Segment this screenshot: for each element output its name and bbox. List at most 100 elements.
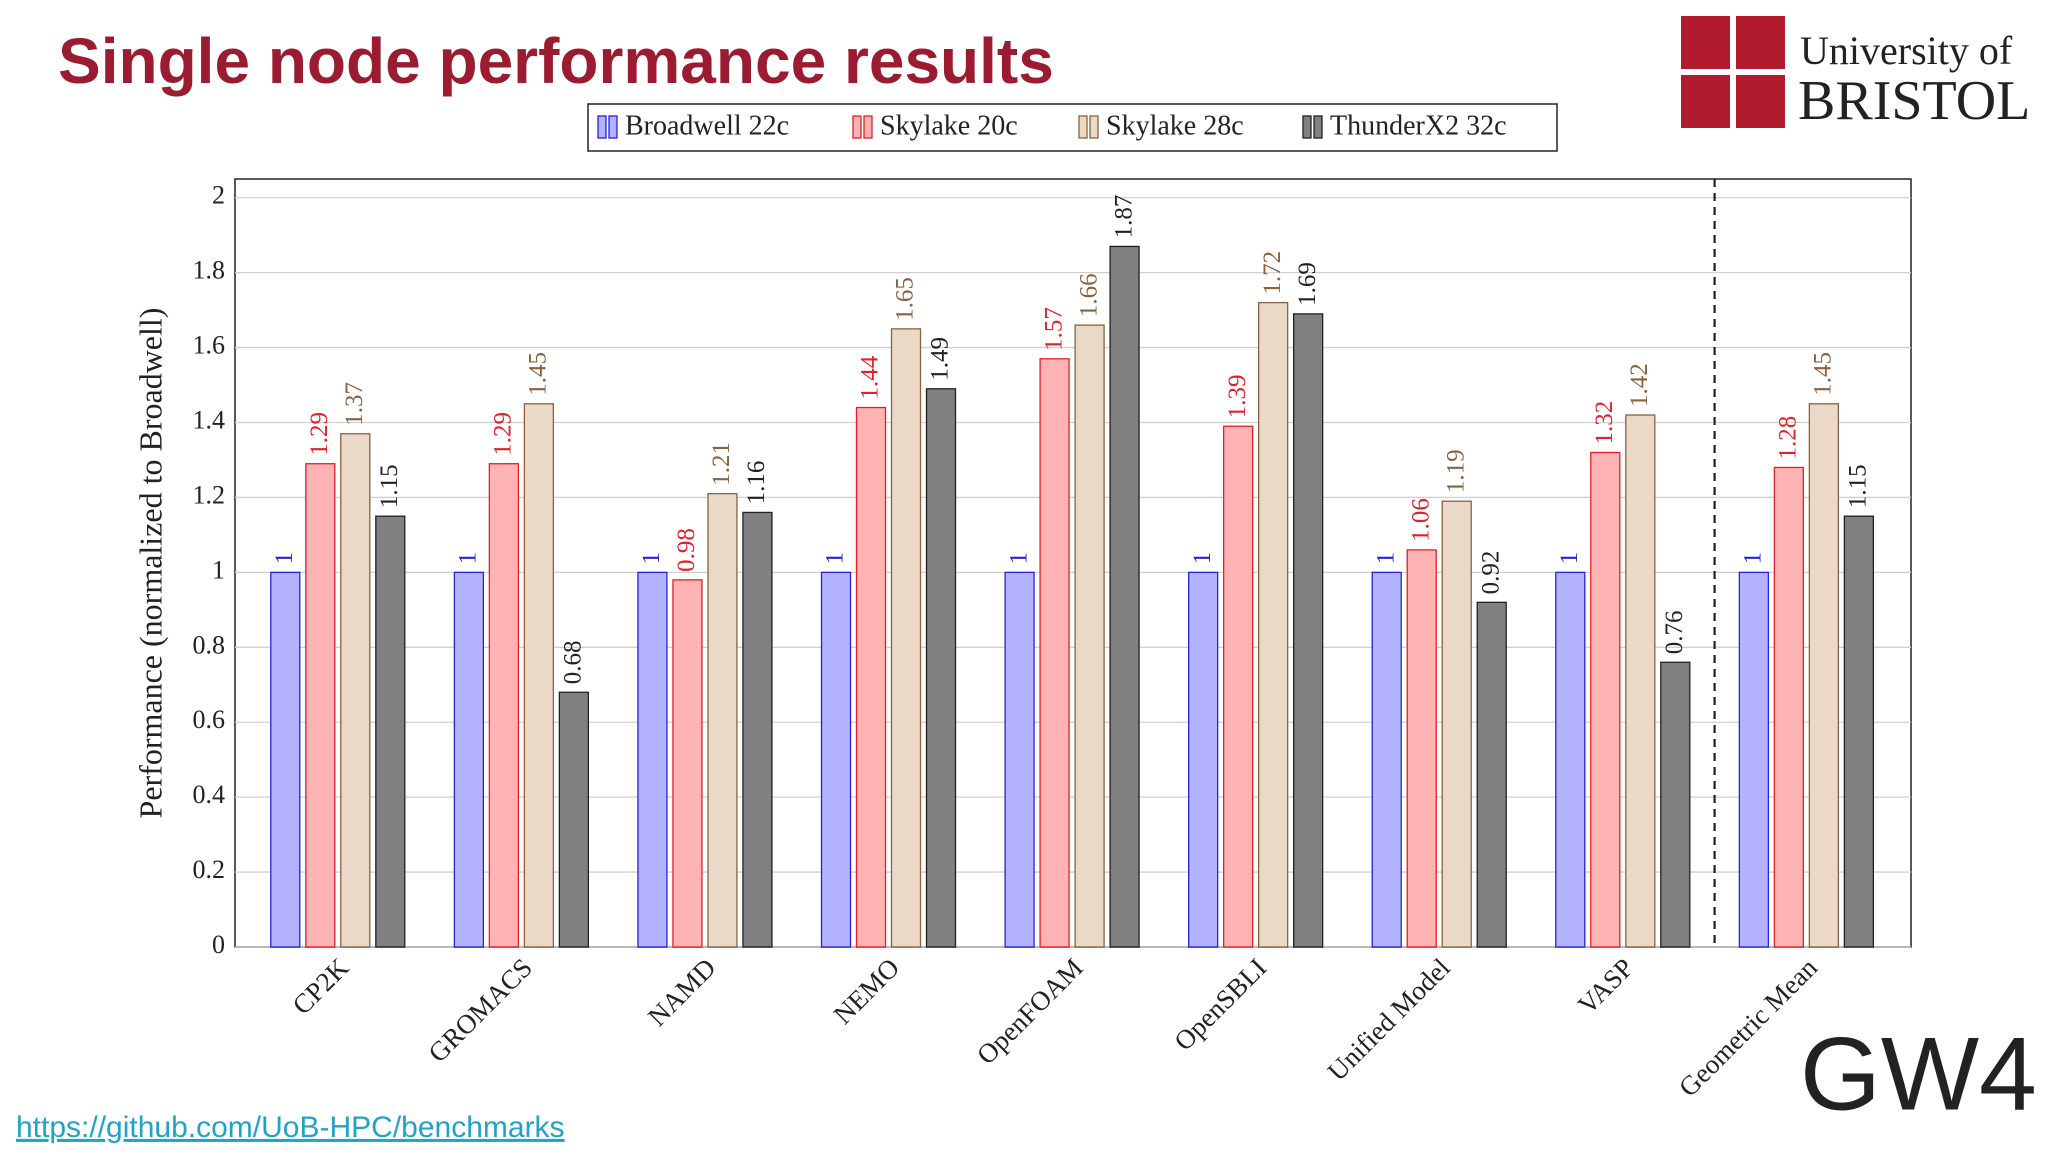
value-label: 1.57 <box>1040 307 1067 351</box>
x-tick-label: OpenSBLI <box>1168 952 1272 1056</box>
bar <box>1660 661 1691 948</box>
value-label: 1 <box>1189 552 1216 565</box>
bar <box>1590 451 1621 948</box>
logo-text: BRISTOL <box>1798 70 2030 132</box>
bristol-logo: University of BRISTOL <box>1681 16 2030 132</box>
x-tick-label: CP2K <box>287 952 355 1020</box>
gw4-logo: GW4 <box>1800 1016 2037 1132</box>
slide-title: Single node performance results <box>58 25 1054 97</box>
bar <box>305 463 336 948</box>
y-tick-label: 2 <box>212 181 225 210</box>
bar <box>1293 313 1324 948</box>
bar <box>1555 571 1586 948</box>
value-label: 1 <box>638 552 665 565</box>
bar <box>742 511 773 948</box>
legend-swatch <box>1302 115 1312 139</box>
bar <box>375 515 406 948</box>
bar <box>1441 500 1472 948</box>
value-label: 1.29 <box>306 412 333 456</box>
value-label: 1.28 <box>1775 416 1802 460</box>
bar <box>453 571 485 948</box>
value-label: 1.15 <box>376 464 403 508</box>
bar <box>925 388 957 948</box>
value-label: 1 <box>1740 552 1767 565</box>
y-tick-label: 1.6 <box>193 331 226 360</box>
legend-label: Skylake 28c <box>1106 110 1244 141</box>
value-label: 1.44 <box>857 355 884 399</box>
value-label: 1.37 <box>341 382 368 426</box>
bar <box>558 691 590 948</box>
bar <box>1223 425 1254 948</box>
value-label: 1.15 <box>1845 464 1872 508</box>
value-label: 1 <box>1005 552 1032 565</box>
value-label: 0.92 <box>1477 551 1504 595</box>
bar <box>1738 571 1770 948</box>
value-label: 1.45 <box>525 352 552 396</box>
value-label: 0.76 <box>1661 611 1688 655</box>
bar <box>1371 571 1402 948</box>
y-tick-label: 1 <box>212 555 225 584</box>
value-label: 1.32 <box>1591 401 1618 445</box>
value-label: 0.68 <box>560 640 587 684</box>
legend-swatch <box>863 115 873 139</box>
value-label: 1.21 <box>708 442 735 486</box>
y-tick-label: 1.2 <box>193 480 226 509</box>
value-label: 1 <box>822 552 849 565</box>
value-label: 1 <box>455 552 482 565</box>
bar <box>1258 301 1289 948</box>
value-label: 1.87 <box>1110 195 1137 239</box>
legend-label: Skylake 20c <box>880 110 1018 141</box>
value-label: 1.16 <box>743 461 770 505</box>
x-tick-label: OpenFOAM <box>971 952 1089 1070</box>
y-tick-label: 0.6 <box>193 705 226 734</box>
bar <box>637 571 668 948</box>
plot-frame <box>234 178 1912 948</box>
bar <box>523 403 555 948</box>
bar <box>1074 324 1105 948</box>
logo-text: University of <box>1800 28 2013 73</box>
bar <box>672 579 703 948</box>
bar <box>270 571 301 948</box>
value-label: 1.06 <box>1407 498 1434 542</box>
value-label: 1.19 <box>1442 449 1469 493</box>
y-tick-label: 0.8 <box>193 630 226 659</box>
bar <box>1039 358 1070 948</box>
value-label: 1 <box>1372 552 1399 565</box>
bar <box>1188 571 1219 948</box>
value-label: 1.45 <box>1810 352 1837 396</box>
bar <box>1773 466 1805 948</box>
value-label: 1.72 <box>1259 251 1286 295</box>
value-label: 1 <box>271 552 298 565</box>
bar <box>855 406 887 948</box>
x-tick-label: NAMD <box>642 952 722 1032</box>
x-tick-label: NEMO <box>828 952 905 1029</box>
bar <box>1109 245 1140 948</box>
legend-label: Broadwell 22c <box>625 110 789 141</box>
x-tick-label: VASP <box>1572 952 1640 1020</box>
legend-swatch <box>597 115 607 139</box>
y-tick-label: 1.4 <box>193 405 226 434</box>
legend-swatch <box>1078 115 1088 139</box>
legend-box <box>587 103 1558 152</box>
value-label: 1.42 <box>1626 363 1653 407</box>
legend-swatch <box>852 115 862 139</box>
y-axis-label: Performance (normalized to Broadwell) <box>132 308 168 819</box>
x-tick-label: GROMACS <box>422 952 538 1068</box>
value-label: 1.69 <box>1294 262 1321 306</box>
y-tick-label: 0.4 <box>193 780 226 809</box>
bar <box>1843 515 1875 948</box>
bar <box>488 463 520 948</box>
bar <box>340 433 371 948</box>
bar <box>1625 414 1656 948</box>
bar <box>1406 549 1437 948</box>
bar <box>820 571 852 948</box>
legend-label: ThunderX2 32c <box>1330 110 1507 141</box>
value-label: 1.49 <box>927 337 954 381</box>
legend-swatch <box>1089 115 1099 139</box>
value-label: 1.29 <box>490 412 517 456</box>
bar <box>707 493 738 948</box>
bar <box>890 328 922 948</box>
link[interactable]: https://github.com/UoB-HPC/benchmarks <box>16 1111 565 1144</box>
